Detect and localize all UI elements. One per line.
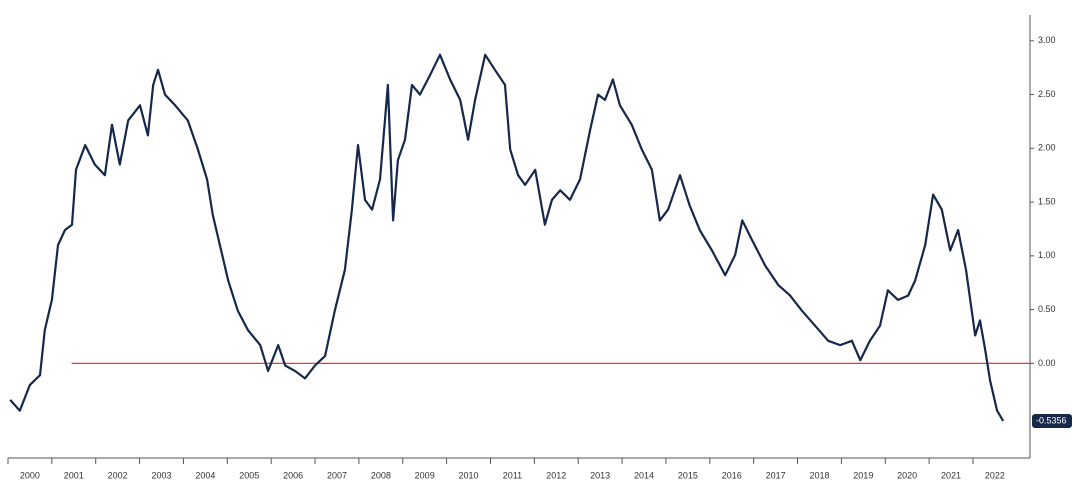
- y-tick-label: 2.50: [1038, 89, 1056, 99]
- line-series: [9, 53, 1005, 422]
- x-tick-label: 2013: [590, 470, 610, 480]
- x-tick-label: 2000: [20, 470, 40, 480]
- x-tick-label: 2007: [327, 470, 347, 480]
- x-tick-label: 2004: [195, 470, 215, 480]
- x-tick-label: 2009: [415, 470, 435, 480]
- x-tick-label: 2022: [985, 470, 1005, 480]
- x-tick-label: 2021: [941, 470, 961, 480]
- x-tick-label: 2006: [283, 470, 303, 480]
- x-tick-label: 2018: [809, 470, 829, 480]
- x-tick-label: 2010: [459, 470, 479, 480]
- x-tick-label: 2015: [678, 470, 698, 480]
- x-tick-label: 2002: [108, 470, 128, 480]
- y-tick-label: 0.50: [1038, 304, 1056, 314]
- x-tick-label: 2020: [897, 470, 917, 480]
- last-value-label: -0.5356: [1036, 415, 1067, 425]
- last-value-box: [1032, 413, 1072, 428]
- y-tick-label: 1.00: [1038, 250, 1056, 260]
- y-tick-label: 3.00: [1038, 35, 1056, 45]
- x-tick-label: 2011: [503, 470, 522, 480]
- x-tick-label: 2005: [239, 470, 259, 480]
- x-tick-label: 2008: [371, 470, 391, 480]
- x-tick-label: 2014: [634, 470, 654, 480]
- x-tick-label: 2012: [546, 470, 566, 480]
- y-tick-label: 0.00: [1038, 358, 1056, 368]
- x-tick-label: 2003: [152, 470, 172, 480]
- x-tick-label: 2016: [722, 470, 742, 480]
- x-tick-label: 2017: [766, 470, 786, 480]
- x-tick-label: 2019: [853, 470, 873, 480]
- y-tick-label: 1.50: [1038, 196, 1056, 206]
- x-tick-label: 2001: [64, 470, 84, 480]
- y-tick-label: 2.00: [1038, 143, 1056, 153]
